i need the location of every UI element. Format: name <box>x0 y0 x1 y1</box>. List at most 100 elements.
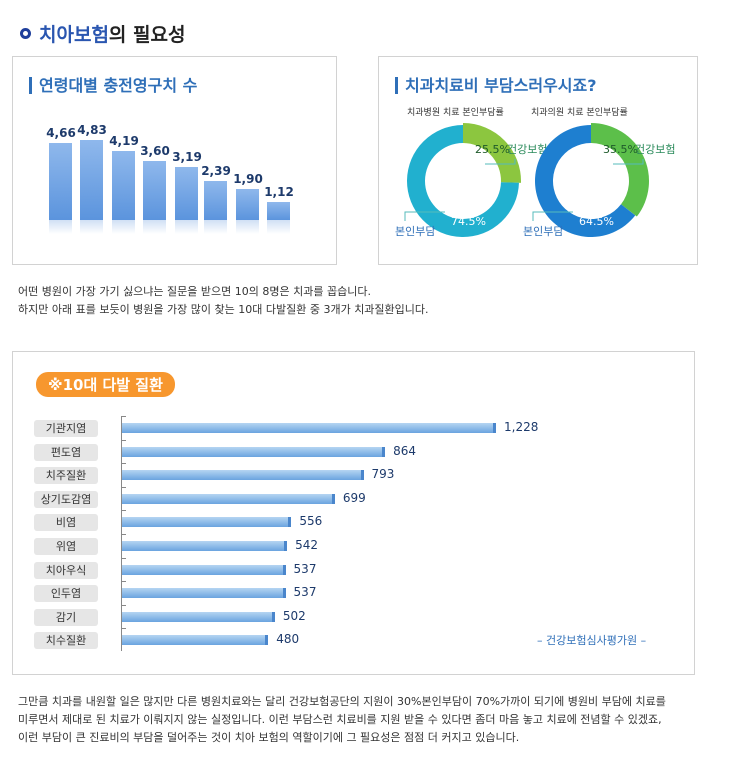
age-bar-label: 4,66 <box>46 126 76 141</box>
disease-bar <box>122 423 496 433</box>
disease-value: 542 <box>295 538 318 552</box>
donut-self-value: 64.5% <box>579 215 614 228</box>
age-bar-reflection <box>143 220 166 234</box>
age-bar <box>80 140 103 220</box>
disease-value: 502 <box>282 608 306 623</box>
disease-value: 480 <box>276 632 300 647</box>
disease-label: 편도염 <box>34 443 98 461</box>
cost-chart-title: 치과치료비 부담스러우시죠? <box>395 77 597 94</box>
donut-slice-self <box>535 125 636 237</box>
donut-self-label: 본인부담 <box>395 225 435 238</box>
age-bar-reflection <box>80 220 103 234</box>
leader-line <box>532 211 573 221</box>
title-rest: 의 필요성 <box>108 24 186 46</box>
cost-chart-panel: 치과치료비 부담스러우시죠? 치과병원 치료 본인부담률 치과의원 치료 본인부… <box>378 56 698 265</box>
intro-line: 하지만 아래 표를 보듯이 병원을 가장 많이 찾는 10대 다발질환 중 3개… <box>18 303 429 316</box>
intro-text: 어떤 병원이 가장 가기 싫으냐는 질문을 받으면 10의 8명은 치과를 꼽습… <box>18 283 429 319</box>
intro-line: 어떤 병원이 가장 가기 싫으냐는 질문을 받으면 10의 8명은 치과를 꼽습… <box>18 285 371 298</box>
axis-tick <box>121 439 126 441</box>
disease-label: 치수질환 <box>34 632 98 650</box>
disease-label: 치아우식 <box>34 561 98 579</box>
outro-line: 그만큼 치과를 내원할 일은 많지만 다른 병원치료와는 달리 건강보험공단의 … <box>18 695 666 708</box>
age-bar <box>112 150 135 220</box>
disease-value: 1,228 <box>504 420 539 434</box>
disease-value: 699 <box>342 490 366 505</box>
outro-text: 그만큼 치과를 내원할 일은 많지만 다른 병원치료와는 달리 건강보험공단의 … <box>18 693 666 747</box>
axis-tick <box>121 581 126 583</box>
age-bar <box>49 143 72 220</box>
page-title: 치아보험의 필요성 <box>20 20 185 47</box>
axis-tick <box>121 486 126 488</box>
leader-line <box>404 211 445 221</box>
age-bar <box>143 160 166 220</box>
axis-tick <box>121 463 126 465</box>
age-bar <box>267 201 290 220</box>
disease-value: 556 <box>299 514 323 529</box>
age-bar-reflection <box>267 220 290 234</box>
age-bar-label: 1,12 <box>264 184 294 199</box>
disease-label: 상기도감염 <box>34 490 98 508</box>
age-bar <box>204 180 227 220</box>
age-chart-title: 연령대별 충전영구치 수 <box>29 77 197 94</box>
age-bar-label: 3,19 <box>172 150 202 165</box>
axis-tick <box>121 628 126 630</box>
circle-bullet-icon <box>20 28 31 39</box>
disease-label: 기관지염 <box>34 420 98 437</box>
axis-tick <box>121 416 126 417</box>
outro-line: 이런 부담이 큰 진료비의 부담을 덜어주는 것이 치아 보험의 역할이기에 그… <box>18 731 520 744</box>
disease-label: 인두염 <box>34 585 98 603</box>
axis-tick <box>121 557 126 559</box>
donut2-title: 치과의원 치료 본인부담률 <box>531 108 628 118</box>
disease-bar <box>122 588 286 599</box>
age-bar-label: 4,19 <box>109 133 139 148</box>
disease-label: 치주질환 <box>34 467 98 485</box>
donut-self-label: 본인부담 <box>523 225 563 238</box>
title-highlight: 치아보험 <box>39 24 109 46</box>
donut-slice-self <box>407 125 519 237</box>
disease-bar <box>122 541 288 551</box>
donut-slice-insurance <box>463 123 521 183</box>
leader-line <box>613 159 644 165</box>
disease-value: 537 <box>293 561 317 576</box>
top10-panel <box>12 351 695 675</box>
disease-label: 비염 <box>34 514 98 532</box>
disease-label: 위염 <box>34 538 98 555</box>
age-bar <box>236 188 259 220</box>
disease-bar <box>122 493 335 504</box>
source-note: – 건강보험심사평가원 – <box>537 634 647 647</box>
donut-insurance-value: 35.5% <box>603 143 638 156</box>
age-bar-label: 2,39 <box>201 163 231 178</box>
age-chart-panel: 연령대별 충전영구치 수 4,66 4,83 4,19 3,60 3,19 2,39 1,9… <box>12 56 337 265</box>
disease-bar <box>122 517 292 528</box>
axis-tick <box>121 534 126 535</box>
leader-line <box>485 159 516 165</box>
disease-bar <box>122 611 275 622</box>
age-bar-reflection <box>236 220 259 234</box>
disease-label: 감기 <box>34 608 98 626</box>
age-bar-reflection <box>175 220 198 234</box>
age-bar-reflection <box>112 220 135 234</box>
disease-value: 793 <box>371 467 395 482</box>
disease-bar <box>122 470 364 481</box>
age-bar-label: 4,83 <box>77 123 107 138</box>
donut-insurance-label: 건강보험 <box>507 143 547 156</box>
donut-slice-insurance <box>591 123 649 217</box>
disease-bar <box>122 564 286 575</box>
disease-bar <box>122 635 269 646</box>
axis-tick <box>121 604 126 606</box>
top10-badge: ※10대 다발 질환 <box>36 372 175 397</box>
donut-self-value: 74.5% <box>451 215 486 228</box>
donut-insurance-value: 25.5% <box>475 143 510 156</box>
age-bar-reflection <box>204 220 227 234</box>
age-bar <box>175 167 198 220</box>
disease-bar <box>122 446 386 457</box>
age-bar-label: 1,90 <box>233 171 263 186</box>
donut-insurance-label: 건강보험 <box>635 143 675 156</box>
age-bar-label: 3,60 <box>140 143 170 158</box>
disease-value: 864 <box>393 443 417 458</box>
disease-value: 537 <box>293 585 317 600</box>
outro-line: 미루면서 제대로 된 치료가 이뤄지지 않는 실정입니다. 이런 부담스런 치료… <box>18 713 662 726</box>
age-bar-reflection <box>49 220 72 234</box>
donut1-title: 치과병원 치료 본인부담률 <box>407 108 504 118</box>
